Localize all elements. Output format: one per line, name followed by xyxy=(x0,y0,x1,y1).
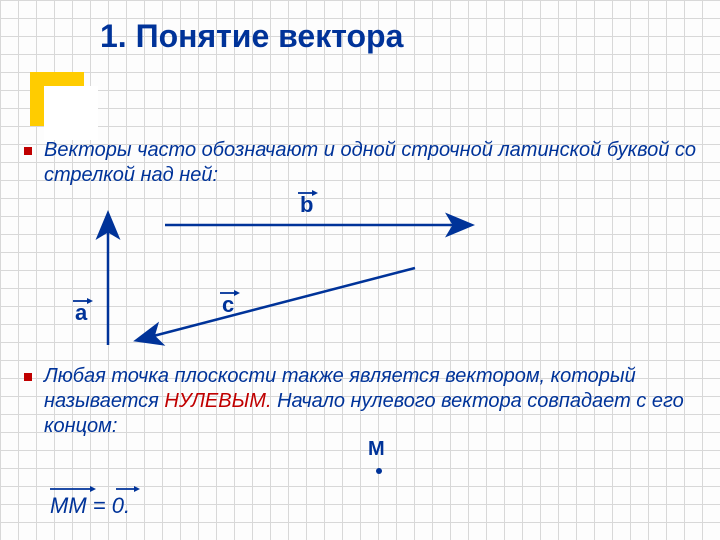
bullet-text-2: Любая точка плоскости также является век… xyxy=(44,364,704,439)
zero-vector-formula: ММ = 0. xyxy=(50,492,130,520)
vector-a-arrow xyxy=(0,0,720,540)
bullet-2-highlight: НУЛЕВЫМ. xyxy=(164,390,271,412)
vector-b-label: b xyxy=(300,192,313,218)
point-m-label: М xyxy=(368,438,385,461)
vector-c-label: c xyxy=(222,292,234,318)
bullet-marker-2 xyxy=(24,373,32,381)
vector-a-label: a xyxy=(75,300,87,326)
point-m-dot xyxy=(376,468,382,474)
